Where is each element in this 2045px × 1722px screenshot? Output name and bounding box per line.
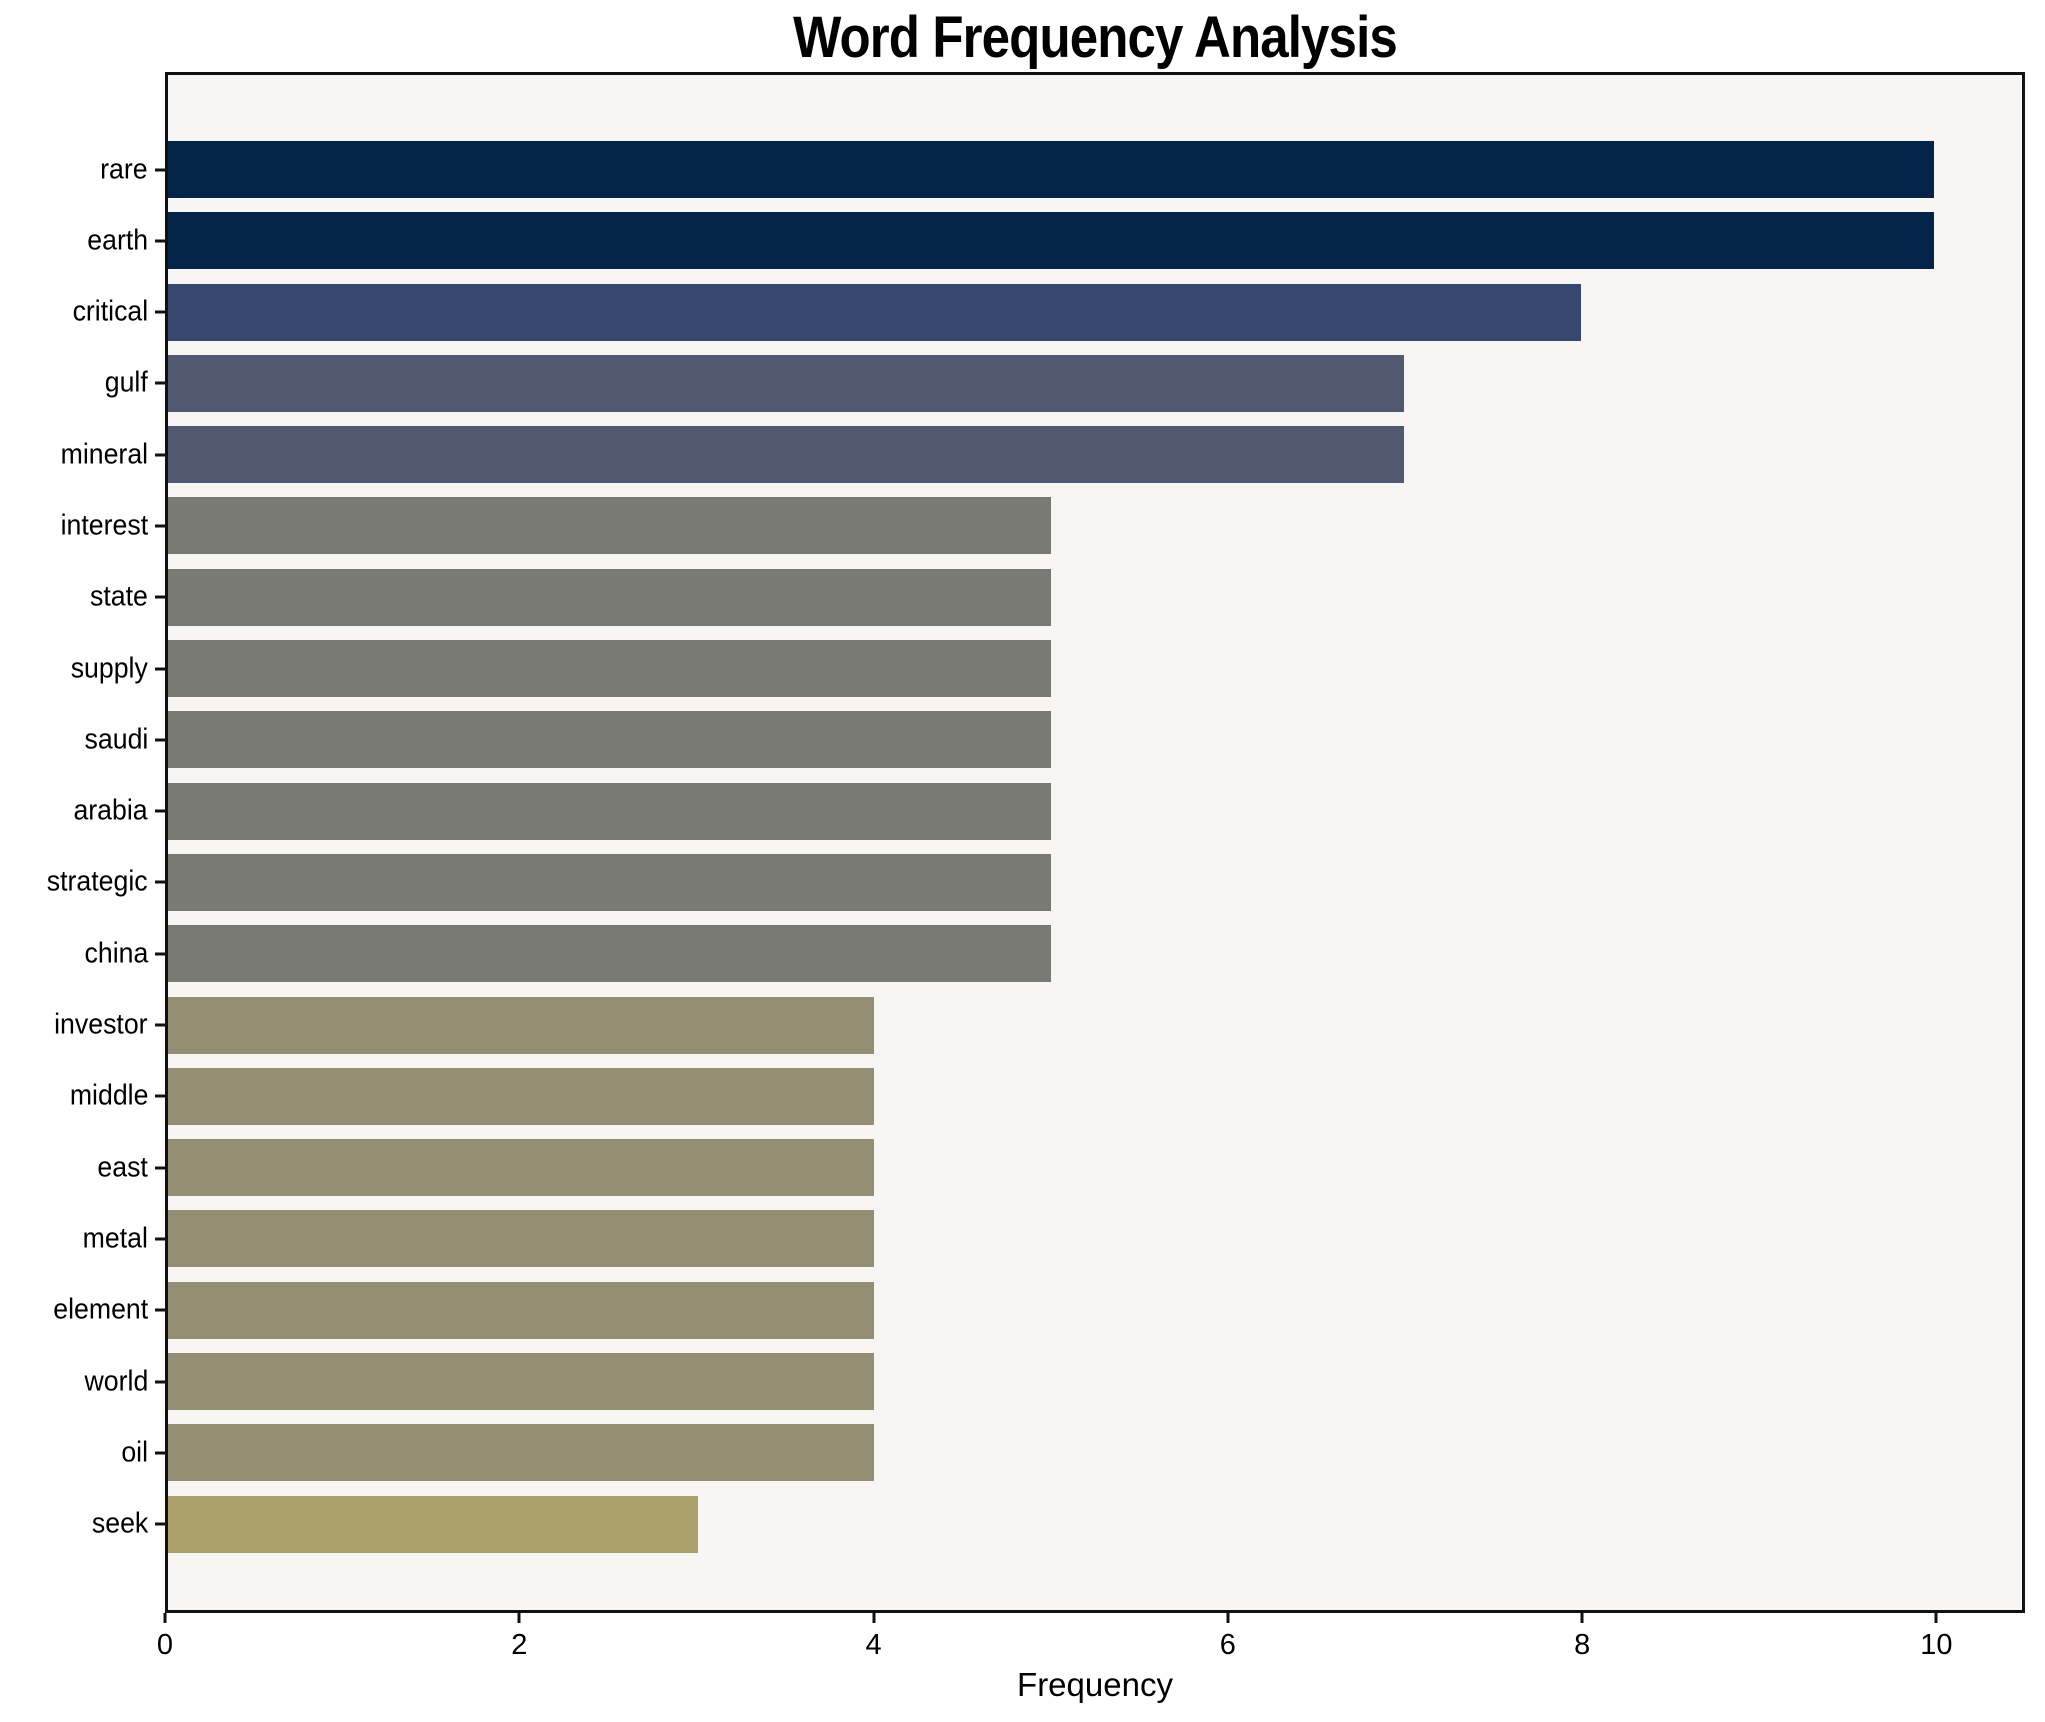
y-tick-label: element — [53, 1293, 148, 1326]
y-tick-mark — [155, 1451, 165, 1455]
y-tick-label: oil — [121, 1436, 148, 1469]
y-tick-mark — [155, 1308, 165, 1312]
bar-row: metal — [83, 1210, 2022, 1268]
bar — [168, 283, 1581, 341]
bar — [168, 568, 1051, 626]
y-tick-mark — [155, 453, 165, 457]
y-tick-mark — [155, 239, 165, 243]
y-tick-mark — [155, 168, 165, 171]
bar-row: world — [84, 1353, 2022, 1411]
bar-row: middle — [69, 1067, 2022, 1125]
bar — [168, 1210, 875, 1268]
y-tick-label: china — [84, 937, 148, 970]
y-tick-mark — [155, 1023, 165, 1027]
bar — [168, 497, 1051, 555]
x-tick-label: 2 — [511, 1629, 528, 1661]
x-tick-label: 6 — [1219, 1629, 1236, 1661]
x-tick-mark — [163, 1613, 167, 1623]
y-tick-label: arabia — [73, 794, 148, 827]
bar — [168, 640, 1051, 698]
x-axis: 0 2 4 6 8 10 — [157, 1613, 2025, 1713]
bar-rows: rare earth critical gulf mineral interes… — [47, 75, 2022, 1610]
bar-row: element — [53, 1281, 2022, 1339]
y-tick-mark — [155, 1237, 165, 1241]
bar — [168, 1495, 698, 1553]
y-tick-mark — [155, 310, 165, 314]
bar-row: gulf — [105, 354, 2022, 412]
bar-row: critical — [72, 283, 2022, 341]
bar — [168, 853, 1051, 911]
y-tick-label: supply — [70, 652, 148, 685]
bar-row: strategic — [47, 853, 2022, 911]
bar-row: oil — [121, 1424, 2022, 1482]
bar-row: investor — [55, 996, 2022, 1054]
y-tick-mark — [155, 524, 165, 528]
y-tick-label: earth — [87, 224, 148, 257]
bar — [168, 1139, 875, 1197]
bar — [168, 996, 875, 1054]
x-tick-label: 10 — [1920, 1629, 1953, 1661]
y-tick-mark — [155, 1094, 165, 1098]
bar — [168, 354, 1404, 412]
bar-row: interest — [60, 497, 2022, 555]
y-tick-mark — [155, 667, 165, 671]
plot-area: rare earth critical gulf mineral interes… — [47, 72, 2025, 1613]
y-tick-mark — [155, 1166, 165, 1170]
y-tick-label: investor — [54, 1008, 148, 1041]
y-tick-label: critical — [72, 295, 148, 328]
x-tick-mark — [1934, 1613, 1938, 1623]
bar-row: china — [84, 925, 2022, 983]
bar — [168, 1281, 875, 1339]
x-tick-label: 0 — [156, 1629, 174, 1661]
x-axis-title: Frequency — [1017, 1666, 1173, 1703]
bar-row: rare — [101, 141, 2022, 198]
bar — [168, 1424, 875, 1482]
y-tick-label: strategic — [47, 865, 148, 898]
x-tick-mark — [1226, 1613, 1230, 1623]
bar — [168, 426, 1404, 484]
x-tick-mark — [872, 1613, 876, 1623]
y-tick-mark — [155, 809, 165, 813]
x-tick-mark — [517, 1613, 521, 1623]
y-tick-label: gulf — [104, 366, 148, 399]
y-tick-mark — [155, 595, 165, 599]
chart-title: Word Frequency Analysis — [793, 5, 1398, 70]
y-tick-mark — [155, 952, 165, 956]
y-tick-mark — [155, 381, 165, 385]
bar — [168, 711, 1051, 769]
y-tick-label: seek — [91, 1507, 148, 1540]
bar-row: east — [98, 1139, 2022, 1197]
y-tick-label: mineral — [60, 438, 148, 471]
y-tick-label: saudi — [84, 723, 148, 756]
bar — [168, 1353, 875, 1411]
bar-row: mineral — [61, 426, 2022, 484]
y-tick-mark — [155, 738, 165, 742]
bar-row: arabia — [74, 782, 2022, 840]
x-tick-label: 4 — [865, 1629, 882, 1661]
y-tick-mark — [155, 1522, 165, 1526]
y-tick-mark — [155, 880, 165, 884]
x-tick-label: 8 — [1574, 1629, 1591, 1661]
y-tick-label: rare — [100, 153, 148, 185]
y-tick-label: state — [90, 580, 148, 613]
y-tick-label: middle — [69, 1079, 148, 1112]
bar — [168, 782, 1051, 840]
bar — [168, 212, 1934, 270]
y-tick-label: interest — [60, 509, 148, 542]
bar-row: saudi — [84, 711, 2022, 769]
bar-row: seek — [92, 1495, 2022, 1553]
y-tick-label: metal — [82, 1222, 148, 1255]
bar — [168, 141, 1934, 198]
bar — [168, 925, 1051, 983]
y-tick-label: world — [84, 1365, 148, 1398]
bar-row: supply — [71, 640, 2022, 698]
bar-row: earth — [87, 212, 2022, 270]
y-tick-mark — [155, 1380, 165, 1384]
bar — [168, 1067, 875, 1125]
x-tick-mark — [1580, 1613, 1584, 1623]
y-tick-label: east — [97, 1151, 148, 1184]
bar-row: state — [90, 568, 2022, 626]
